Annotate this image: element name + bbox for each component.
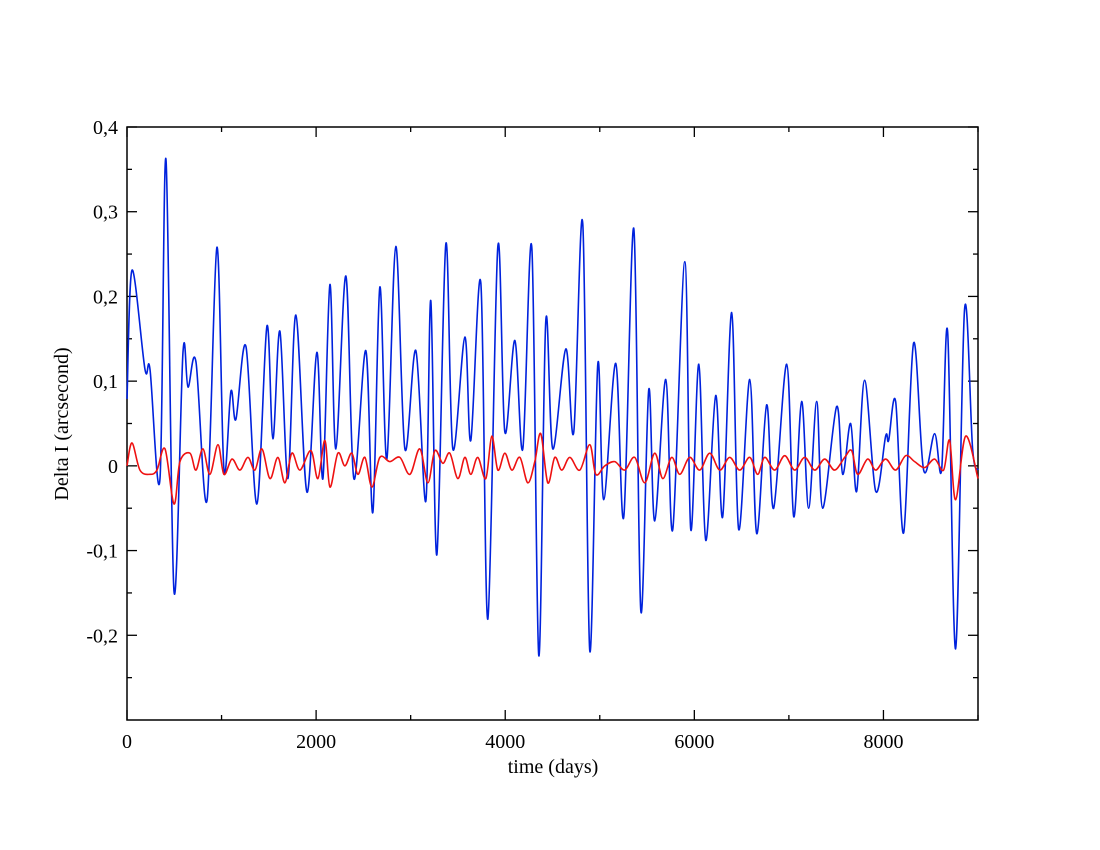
- x-tick-label: 6000: [674, 731, 714, 753]
- y-tick-label: 0: [108, 456, 118, 478]
- y-tick-label: 0,1: [93, 371, 118, 393]
- y-tick-label: 0,2: [93, 286, 118, 308]
- data-line: [126, 158, 979, 657]
- data-line: [126, 432, 979, 505]
- x-axis-label: time (days): [508, 756, 599, 778]
- x-tick-label: 0: [122, 731, 132, 753]
- y-tick-label: 0,4: [93, 117, 118, 139]
- x-tick-label: 8000: [863, 731, 903, 753]
- x-tick-label: 4000: [485, 731, 525, 753]
- x-tick-label: 2000: [296, 731, 336, 753]
- y-tick-label: 0,3: [93, 202, 118, 224]
- y-axis-label: Delta I (arcsecond): [51, 347, 73, 500]
- y-tick-label: -0,1: [86, 541, 118, 563]
- y-tick-label: -0,2: [86, 625, 118, 647]
